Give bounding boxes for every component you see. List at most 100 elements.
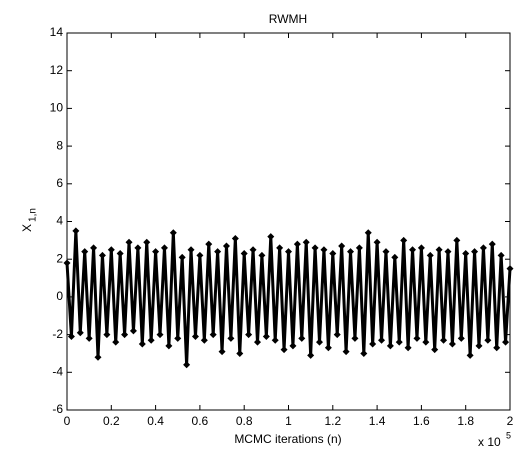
x-tick-label: 0.4 (147, 414, 164, 428)
y-tick-label: 12 (50, 63, 64, 77)
marker (404, 344, 412, 352)
x-tick-label: 1.6 (413, 414, 430, 428)
marker (174, 334, 182, 342)
chart-title: RWMH (269, 12, 307, 26)
x-tick-label: 0.8 (236, 414, 253, 428)
marker (316, 338, 324, 346)
marker (218, 348, 226, 356)
marker (440, 336, 448, 344)
marker (466, 351, 474, 359)
marker (484, 336, 492, 344)
marker (342, 348, 350, 356)
marker (502, 338, 510, 346)
y-tick-label: 4 (56, 214, 63, 228)
marker (98, 251, 106, 259)
plot-frame (66, 32, 511, 411)
x-tick-label: 0 (64, 414, 71, 428)
marker (338, 242, 346, 250)
y-tick-label: 0 (56, 289, 63, 303)
marker (471, 248, 479, 256)
marker (320, 246, 328, 254)
marker (222, 242, 230, 250)
y-tick-label: -4 (52, 364, 63, 378)
marker (94, 353, 102, 361)
marker (355, 244, 363, 252)
marker (302, 238, 310, 246)
marker (67, 332, 75, 340)
marker (187, 246, 195, 254)
marker (293, 240, 301, 248)
x-multiplier: x 10 (478, 435, 501, 449)
marker (236, 349, 244, 357)
marker (409, 246, 417, 254)
x-tick-label: 2 (507, 414, 514, 428)
marker (497, 251, 505, 259)
marker (333, 331, 341, 339)
marker (431, 346, 439, 354)
marker (160, 244, 168, 252)
x-tick-label: 0.6 (192, 414, 209, 428)
marker (276, 244, 284, 252)
marker (183, 361, 191, 369)
marker (138, 340, 146, 348)
marker (90, 244, 98, 252)
y-tick-label: 2 (56, 251, 63, 265)
x-tick-label: 1.8 (457, 414, 474, 428)
marker (240, 250, 248, 258)
y-axis-label-group: X 1,n (20, 208, 38, 232)
marker (103, 331, 111, 339)
marker (245, 331, 253, 339)
y-tick-label: 10 (50, 101, 64, 115)
marker (267, 233, 275, 241)
marker (479, 244, 487, 252)
marker (249, 246, 257, 254)
marker (178, 253, 186, 261)
marker (262, 332, 270, 340)
marker (391, 253, 399, 261)
marker (382, 248, 390, 256)
x-tick-label: 0.2 (103, 414, 120, 428)
marker (386, 342, 394, 350)
marker (169, 229, 177, 237)
marker (143, 238, 151, 246)
marker (125, 238, 133, 246)
marker (307, 351, 315, 359)
marker (134, 244, 142, 252)
marker (227, 334, 235, 342)
x-multiplier-exp: 5 (506, 430, 511, 440)
marker (435, 246, 443, 254)
y-tick-label: 8 (56, 138, 63, 152)
marker (422, 338, 430, 346)
marker (400, 236, 408, 244)
marker (453, 236, 461, 244)
marker (258, 251, 266, 259)
marker (413, 334, 421, 342)
marker (191, 332, 199, 340)
marker (457, 334, 465, 342)
marker (121, 331, 129, 339)
marker (475, 342, 483, 350)
marker (311, 244, 319, 252)
x-tick-label: 1.2 (324, 414, 341, 428)
y-tick-label: 14 (50, 25, 64, 39)
marker (378, 336, 386, 344)
y-tick-label: 6 (56, 176, 63, 190)
marker (364, 229, 372, 237)
marker (129, 327, 137, 335)
marker (76, 329, 84, 337)
marker (107, 246, 115, 254)
x-tick-label: 1.4 (369, 414, 386, 428)
marker (347, 248, 355, 256)
marker (72, 227, 80, 235)
marker (285, 248, 292, 256)
marker (85, 334, 93, 342)
marker (448, 340, 456, 348)
y-axis-label-sub: 1,n (28, 208, 39, 222)
marker (253, 338, 261, 346)
marker (298, 334, 306, 342)
marker (369, 340, 377, 348)
marker (209, 331, 217, 339)
marker (152, 248, 160, 256)
